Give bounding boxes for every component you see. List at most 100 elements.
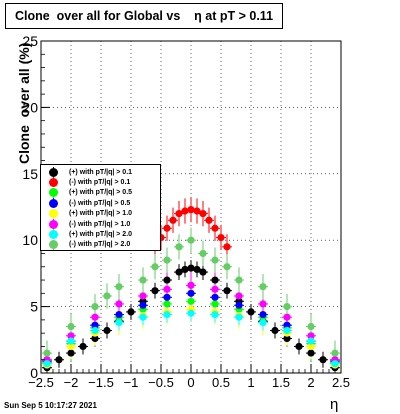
data-point: [307, 332, 315, 340]
data-point: [331, 349, 339, 357]
data-point: [199, 249, 207, 258]
x-tick-label: −0.5: [148, 375, 174, 390]
data-point: [115, 283, 123, 291]
x-tick-label: 2.5: [332, 375, 350, 390]
legend-entry: (-) with pT/|q| > 2.0: [41, 239, 160, 250]
data-point: [187, 309, 195, 317]
data-point: [247, 308, 255, 316]
data-point: [187, 264, 195, 272]
legend: (+) with pT/|q| > 0.1 (-) with pT/|q| > 0…: [40, 164, 161, 251]
legend-label: (+) with pT/|q| > 0.5: [69, 189, 133, 197]
data-point: [211, 224, 219, 232]
data-point: [91, 313, 99, 321]
data-point: [307, 322, 315, 331]
legend-entry: (-) with pT/|q| > 1.0: [41, 219, 160, 229]
data-point: [217, 233, 225, 242]
data-point: [283, 313, 291, 321]
data-point: [211, 310, 219, 319]
data-point: [115, 310, 123, 319]
data-point: [175, 243, 183, 251]
data-point: [187, 236, 195, 244]
data-point: [67, 337, 75, 345]
x-tick-label: 1: [247, 375, 254, 390]
data-point: [175, 268, 183, 276]
data-point: [187, 206, 195, 214]
data-point: [211, 300, 219, 308]
data-point: [193, 207, 201, 215]
data-point: [163, 256, 171, 264]
legend-marker: [49, 188, 58, 198]
y-tick-label: 5: [30, 299, 38, 315]
legend-label: (+) with pT/|q| > 1.0: [69, 210, 133, 218]
legend-label: (-) with pT/|q| > 0.5: [69, 199, 131, 207]
data-point: [55, 356, 63, 364]
data-point: [163, 224, 171, 232]
legend-entry: (+) with pT/|q| > 0.1: [41, 167, 160, 177]
legend-label: (+) with pT/|q| > 2.0: [69, 230, 133, 238]
data-point: [283, 334, 291, 343]
data-point: [79, 342, 87, 351]
data-point: [307, 342, 315, 351]
y-axis-label: Clone over all (%): [16, 42, 32, 164]
data-point: [259, 283, 267, 291]
data-point: [139, 292, 147, 300]
legend-entry: (+) with pT/|q| > 0.5: [41, 187, 160, 198]
data-point: [223, 243, 231, 251]
legend-entry: (-) with pT/|q| > 0.1: [41, 177, 160, 188]
data-point: [91, 326, 99, 335]
y-tick-label: 20: [22, 99, 38, 115]
data-point: [199, 268, 207, 276]
data-point: [163, 300, 171, 308]
data-point: [163, 285, 171, 293]
x-tick-label: −2.5: [28, 375, 54, 390]
data-point: [235, 276, 243, 284]
data-point: [283, 321, 291, 329]
x-tick-label: 2: [307, 375, 314, 390]
chart-title: Clone over all for Global vs η at pT > 0…: [5, 3, 283, 29]
data-point: [163, 276, 171, 284]
data-point: [283, 326, 291, 335]
legend-label: (-) with pT/|q| > 1.0: [69, 220, 131, 228]
data-point: [223, 263, 231, 271]
data-point: [319, 356, 327, 364]
data-point: [211, 285, 219, 293]
legend-entry: (+) with pT/|q| > 2.0: [41, 229, 160, 240]
legend-marker: [49, 198, 58, 208]
data-point: [235, 313, 243, 321]
legend-marker: [49, 240, 58, 250]
data-point: [175, 210, 183, 218]
x-tick-label: 0: [187, 375, 194, 390]
x-tick-label: −1.5: [88, 375, 114, 390]
data-point: [187, 289, 195, 297]
data-point: [223, 287, 231, 295]
data-point: [211, 293, 219, 301]
legend-entry: (+) with pT/|q| > 1.0: [41, 208, 160, 219]
data-point: [187, 297, 195, 305]
data-point: [271, 326, 279, 335]
data-point: [91, 321, 99, 329]
data-point: [115, 300, 123, 308]
x-tick-label: 0.5: [212, 375, 230, 390]
y-tick-label: 15: [22, 166, 38, 182]
data-point: [163, 293, 171, 301]
data-point: [103, 292, 111, 300]
y-tick-label: 25: [22, 33, 38, 49]
data-point: [151, 287, 159, 295]
legend-entry: (-) with pT/|q| > 0.5: [41, 198, 160, 209]
data-point: [43, 360, 51, 368]
data-point: [235, 292, 243, 300]
data-point: [139, 301, 147, 309]
data-point: [259, 310, 267, 319]
data-point: [103, 326, 111, 335]
data-point: [67, 342, 75, 351]
data-point: [169, 216, 177, 224]
x-tick-label: −1: [124, 375, 139, 390]
data-point: [139, 313, 147, 321]
data-point: [307, 337, 315, 345]
legend-marker: [49, 177, 58, 187]
legend-marker: [49, 167, 58, 177]
legend-label: (-) with pT/|q| > 2.0: [69, 241, 131, 249]
data-point: [307, 349, 315, 357]
data-point: [259, 300, 267, 308]
